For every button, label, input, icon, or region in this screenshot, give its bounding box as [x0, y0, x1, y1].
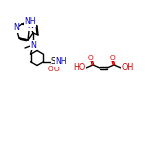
Text: N: N	[30, 40, 36, 50]
Text: N: N	[27, 21, 33, 31]
Text: HO: HO	[74, 64, 86, 73]
Text: O: O	[109, 55, 115, 61]
Text: NH: NH	[24, 17, 36, 26]
Text: O: O	[88, 55, 94, 61]
Text: OH: OH	[121, 64, 133, 73]
Text: O: O	[54, 66, 59, 72]
Text: N: N	[13, 24, 19, 33]
Text: O: O	[48, 66, 53, 72]
Text: NH: NH	[56, 57, 67, 66]
Text: S: S	[51, 57, 56, 66]
